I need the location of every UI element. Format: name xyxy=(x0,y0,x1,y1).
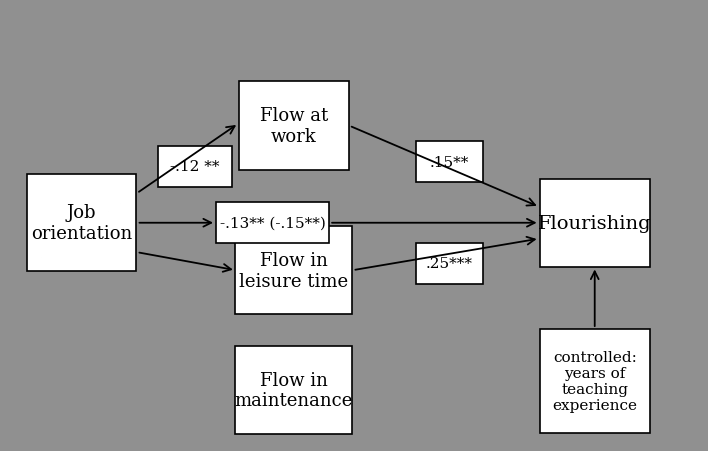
FancyBboxPatch shape xyxy=(416,244,483,284)
Text: Job
orientation: Job orientation xyxy=(30,204,132,243)
Text: -.13** (-.15**): -.13** (-.15**) xyxy=(219,216,326,230)
FancyBboxPatch shape xyxy=(27,175,136,272)
Text: Flow at
work: Flow at work xyxy=(260,107,328,146)
Text: -.12 **: -.12 ** xyxy=(170,160,219,174)
FancyBboxPatch shape xyxy=(235,346,352,434)
FancyBboxPatch shape xyxy=(235,226,352,315)
Text: Flourishing: Flourishing xyxy=(538,214,651,232)
FancyBboxPatch shape xyxy=(216,203,329,244)
Text: .15**: .15** xyxy=(430,156,469,169)
FancyBboxPatch shape xyxy=(239,83,348,170)
Text: .25***: .25*** xyxy=(426,257,473,271)
FancyBboxPatch shape xyxy=(540,179,650,267)
Text: Flow in
maintenance: Flow in maintenance xyxy=(234,371,353,410)
FancyBboxPatch shape xyxy=(540,329,650,433)
FancyBboxPatch shape xyxy=(158,147,232,187)
Text: controlled:
years of
teaching
experience: controlled: years of teaching experience xyxy=(552,350,637,412)
FancyBboxPatch shape xyxy=(416,142,483,183)
Text: Flow in
leisure time: Flow in leisure time xyxy=(239,251,348,290)
